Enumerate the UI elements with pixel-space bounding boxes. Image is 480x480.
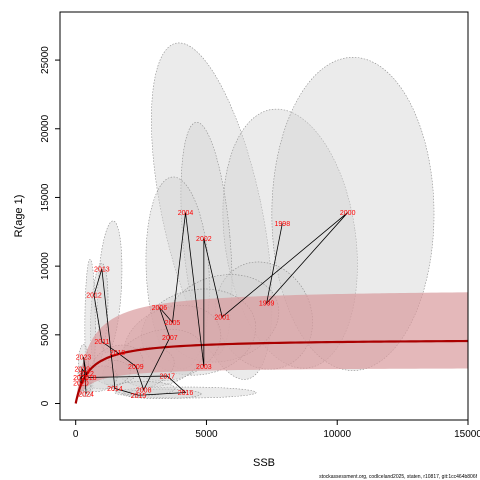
- year-label-2009: 2009: [128, 364, 144, 371]
- year-label-2023: 2023: [76, 354, 92, 361]
- series-line: [80, 212, 348, 396]
- ssb-recruitment-series: [80, 212, 348, 396]
- confidence-ellipse: [180, 122, 233, 356]
- confidence-ellipse: [271, 57, 435, 371]
- year-label-2016: 2016: [178, 390, 194, 397]
- year-label-2014: 2014: [107, 386, 123, 393]
- y-tick-label: 5000: [40, 323, 51, 346]
- year-label-2004: 2004: [178, 210, 194, 217]
- x-axis: 0 5000 10000 15000: [73, 420, 480, 440]
- y-tick-label: 10000: [40, 252, 51, 280]
- year-label-2011: 2011: [94, 339, 109, 346]
- year-label-2002: 2002: [196, 236, 212, 243]
- year-label-1998: 1998: [275, 221, 291, 228]
- year-label-2013: 2013: [94, 266, 110, 273]
- year-labels: 1998 1999 2000 2001 2002 2003 2004 2005 2006 2007…: [73, 210, 355, 400]
- confidence-ellipse: [151, 42, 273, 380]
- x-axis-title: SSB: [253, 457, 275, 469]
- year-label-2024: 2024: [78, 391, 94, 398]
- year-label-2022: 2022: [78, 371, 94, 378]
- year-label-2008: 2008: [136, 387, 152, 394]
- year-label-1999: 1999: [259, 301, 275, 308]
- x-tick-label: 15000: [454, 429, 480, 440]
- year-label-2007: 2007: [162, 335, 178, 342]
- year-label-2018: 2018: [81, 375, 97, 382]
- y-tick-label: 0: [40, 400, 51, 406]
- y-axis: 0 5000 10000 15000 20000 25000: [40, 46, 60, 406]
- y-tick-label: 20000: [40, 114, 51, 142]
- plot-area: 1998 1999 2000 2001 2002 2003 2004 2005 2006 2007…: [73, 42, 468, 404]
- fitted-curve: [74, 339, 468, 404]
- fitted-curve-line: [74, 339, 468, 404]
- x-tick-label: 5000: [195, 429, 218, 440]
- year-label-2017: 2017: [159, 374, 175, 381]
- plot-frame: [59, 11, 469, 421]
- year-label-2001: 2001: [214, 314, 230, 321]
- year-label-2015: 2015: [131, 393, 147, 400]
- year-label-2010: 2010: [110, 350, 126, 357]
- y-tick-label: 15000: [40, 183, 51, 211]
- footer-credit: stockassessment.org, codIceland2025, sta…: [319, 474, 477, 480]
- year-label-2005: 2005: [165, 320, 181, 327]
- year-label-2000: 2000: [340, 210, 356, 217]
- year-label-2003: 2003: [196, 364, 212, 371]
- year-label-2021: 2021: [73, 375, 89, 382]
- prediction-band-area: [75, 292, 468, 404]
- year-label-2012: 2012: [86, 292, 102, 299]
- y-axis-title: R(age 1): [13, 195, 25, 238]
- year-label-2006: 2006: [152, 305, 168, 312]
- x-tick-label: 0: [73, 429, 79, 440]
- x-tick-label: 10000: [323, 429, 351, 440]
- y-tick-label: 25000: [40, 46, 51, 74]
- year-label-2020: 2020: [73, 380, 89, 387]
- prediction-band: [75, 292, 468, 404]
- year-label-2019: 2019: [74, 367, 90, 374]
